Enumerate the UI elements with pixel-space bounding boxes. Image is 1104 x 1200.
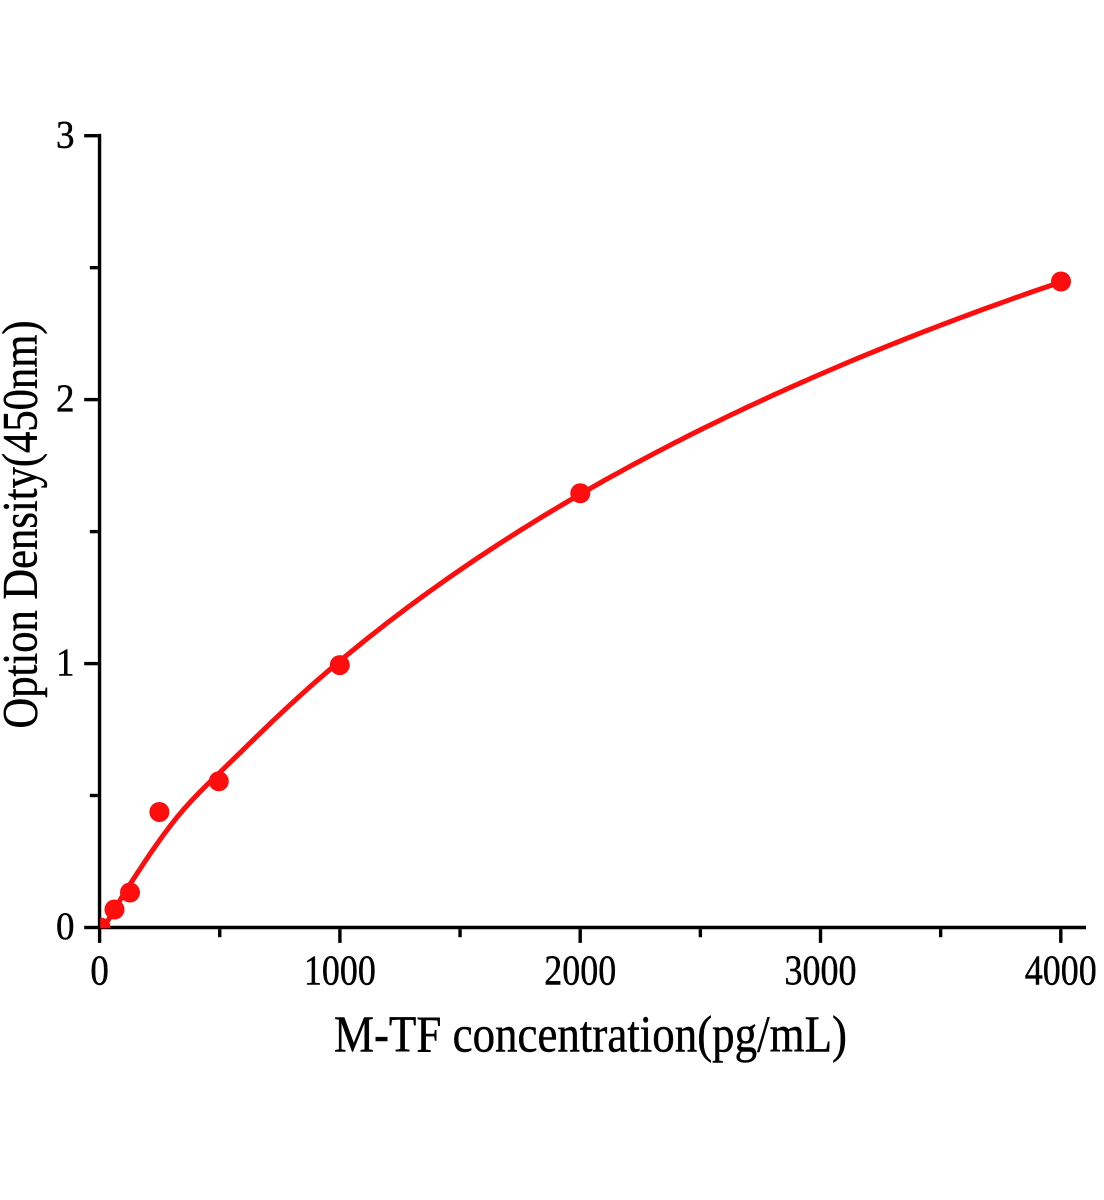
svg-text:2: 2 — [56, 376, 75, 420]
svg-text:3: 3 — [56, 112, 75, 156]
svg-text:0: 0 — [56, 904, 75, 948]
svg-text:1000: 1000 — [304, 947, 376, 994]
svg-text:0: 0 — [90, 947, 109, 994]
svg-text:Option Density(450nm): Option Density(450nm) — [0, 321, 48, 729]
svg-text:1: 1 — [56, 640, 75, 684]
svg-text:M-TF concentration(pg/mL): M-TF concentration(pg/mL) — [334, 1007, 847, 1064]
svg-text:2000: 2000 — [544, 947, 616, 994]
svg-text:3000: 3000 — [785, 947, 857, 994]
svg-text:4000: 4000 — [1025, 947, 1097, 994]
